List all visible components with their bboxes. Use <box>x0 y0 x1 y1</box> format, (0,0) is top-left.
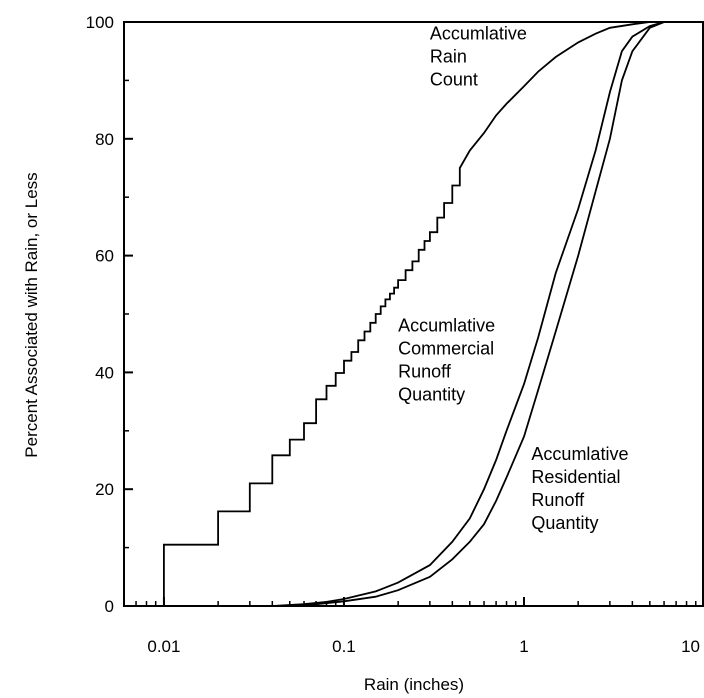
series-annotation-1: Accumlative Commercial Runoff Quantity <box>398 316 495 405</box>
y-tick-label: 80 <box>95 130 114 149</box>
annotation-line: Quantity <box>531 513 598 533</box>
annotation-line: Accumlative <box>398 316 495 336</box>
annotation-line: Rain <box>430 47 467 67</box>
y-tick-label: 0 <box>105 597 114 616</box>
y-tick-label: 100 <box>86 13 114 32</box>
annotation-line: Accumlative <box>430 24 527 44</box>
x-tick-label: 0.1 <box>332 637 356 656</box>
x-tick-label: 1 <box>519 637 528 656</box>
annotation-line: Residential <box>531 467 620 487</box>
axes: 0 20 40 60 80 100 0.01 0.1 1 10 <box>86 13 704 656</box>
y-tick-label: 40 <box>95 363 114 382</box>
annotation-line: Quantity <box>398 385 465 405</box>
x-axis-label: Rain (inches) <box>364 675 464 694</box>
annotation-line: Count <box>430 70 478 90</box>
annotation-line: Commercial <box>398 339 494 359</box>
annotation-line: Runoff <box>531 490 585 510</box>
series-line-2 <box>289 21 704 607</box>
y-tick-label: 20 <box>95 480 114 499</box>
y-axis-label: Percent Associated with Rain, or Less <box>22 172 41 457</box>
x-tick-label: 0.01 <box>147 637 180 656</box>
series-annotation-2: Accumlative Residential Runoff Quantity <box>531 444 628 533</box>
series-line-0 <box>163 21 704 606</box>
x-tick-label: 10 <box>681 637 700 656</box>
series-annotation-0: Accumlative Rain Count <box>430 24 527 90</box>
annotation-line: Accumlative <box>531 444 628 464</box>
y-tick-label: 60 <box>95 247 114 266</box>
series-layer <box>163 21 704 607</box>
series-line-1 <box>272 21 704 607</box>
annotation-line: Runoff <box>398 362 452 382</box>
annotation-layer: Accumlative Rain Count Accumlative Commercia… <box>398 24 628 533</box>
